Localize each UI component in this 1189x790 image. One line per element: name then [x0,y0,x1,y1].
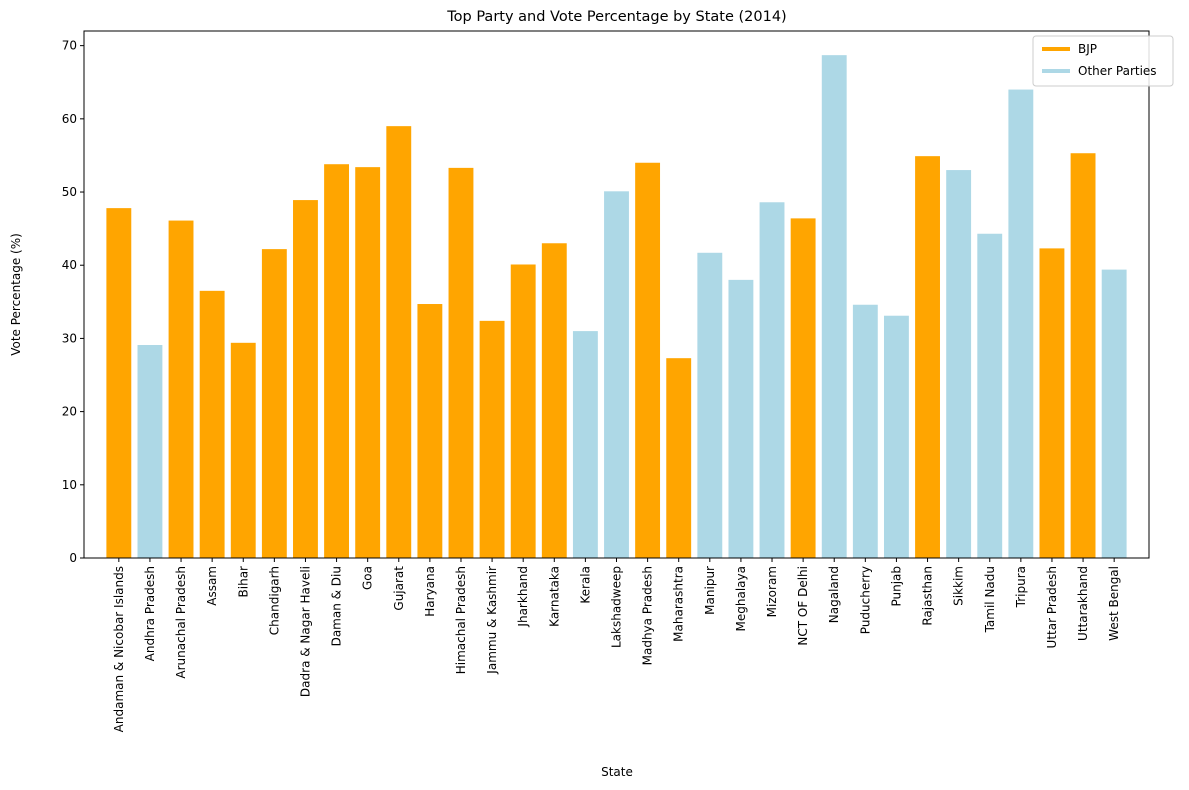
x-tick-label-dadra-and-nagar-haveli: Dadra & Nagar Haveli [298,566,312,697]
x-tick-label-madhya-pradesh: Madhya Pradesh [641,566,655,665]
bar-bihar [230,342,256,558]
bar-nagaland [821,55,847,559]
y-tick-label: 30 [62,331,77,345]
x-tick-label-puducherry: Puducherry [858,566,872,634]
legend-label-bjp: BJP [1078,42,1097,56]
bar-tamil-nadu [977,233,1003,558]
bar-meghalaya [728,279,754,558]
x-tick-label-tamil-nadu: Tamil Nadu [983,566,997,633]
bar-puducherry [852,304,878,558]
legend-label-other-parties: Other Parties [1078,64,1157,78]
y-tick-label: 0 [69,551,77,565]
bar-jharkhand [510,264,536,558]
x-tick-label-arunachal-pradesh: Arunachal Pradesh [174,566,188,679]
bar-assam [199,290,225,558]
y-tick-label: 40 [62,258,77,272]
bar-manipur [697,252,723,558]
chart-title: Top Party and Vote Percentage by State (… [446,9,786,25]
bar-maharashtra [666,358,692,558]
x-tick-label-sikkim: Sikkim [952,566,966,606]
x-tick-label-andhra-pradesh: Andhra Pradesh [143,566,157,661]
y-axis: 0 10 20 30 40 50 60 70 [62,39,84,565]
x-tick-label-andaman-and-nicobar-islands: Andaman & Nicobar Islands [112,566,126,732]
bar-lakshadweep [604,191,629,559]
y-tick-label: 10 [62,478,77,492]
x-tick-label-west-bengal: West Bengal [1107,566,1121,641]
x-tick-label-gujarat: Gujarat [392,566,406,611]
y-tick-label: 60 [62,112,77,126]
bar-jammu-and-kashmir [479,320,505,558]
x-tick-label-uttarakhand: Uttarakhand [1076,566,1090,641]
bar-nct-of-delhi [790,218,816,558]
bar-arunachal-pradesh [168,220,194,558]
x-tick-label-manipur: Manipur [703,566,717,615]
bars-group [106,55,1127,559]
x-tick-label-jammu-and-kashmir: Jammu & Kashmir [485,566,499,675]
y-tick-label: 50 [62,185,77,199]
bar-daman-and-diu [324,164,349,558]
y-tick-label: 70 [62,39,77,53]
x-tick-label-jharkhand: Jharkhand [516,566,530,628]
x-tick-label-kerala: Kerala [578,566,592,604]
bar-mizoram [759,202,785,558]
x-tick-label-himachal-pradesh: Himachal Pradesh [454,566,468,674]
x-axis-label: State [601,765,633,779]
bar-haryana [417,304,443,558]
x-tick-label-uttar-pradesh: Uttar Pradesh [1045,566,1059,648]
bar-gujarat [386,126,412,559]
legend: BJP Other Parties [1032,35,1174,87]
x-tick-label-assam: Assam [205,566,219,606]
bar-west-bengal [1101,269,1127,558]
x-tick-label-mizoram: Mizoram [765,566,779,617]
bar-uttar-pradesh [1039,248,1065,558]
y-axis-label: Vote Percentage (%) [9,233,23,356]
x-tick-label-maharashtra: Maharashtra [672,566,686,642]
x-tick-label-chandigarh: Chandigarh [267,566,281,635]
bar-madhya-pradesh [635,162,661,558]
bar-kerala [572,331,598,558]
x-tick-label-nagaland: Nagaland [827,566,841,623]
bar-himachal-pradesh [448,167,474,558]
bar-chandigarh [261,249,287,558]
x-tick-label-meghalaya: Meghalaya [734,566,748,631]
x-tick-label-daman-and-diu: Daman & Diu [330,566,344,646]
x-tick-label-karnataka: Karnataka [547,566,561,627]
x-axis: Andaman & Nicobar Islands Andhra Pradesh A… [112,558,1121,732]
bar-uttarakhand [1070,153,1096,559]
x-tick-label-lakshadweep: Lakshadweep [610,566,624,648]
x-tick-label-goa: Goa [361,566,375,590]
x-tick-label-bihar: Bihar [236,566,250,598]
bar-dadra-and-nagar-haveli [293,200,318,558]
bar-karnataka [541,243,567,558]
bar-andaman-and-nicobar-islands [106,208,132,558]
bar-tripura [1008,89,1034,558]
x-tick-label-haryana: Haryana [423,566,437,617]
legend-frame [1032,35,1174,87]
bar-rajasthan [915,156,940,558]
x-tick-label-nct-of-delhi: NCT OF Delhi [796,566,810,646]
x-tick-label-punjab: Punjab [889,566,903,607]
bar-punjab [883,315,909,558]
x-tick-label-rajasthan: Rajasthan [921,566,935,626]
x-tick-label-tripura: Tripura [1014,566,1028,608]
bar-goa [355,167,381,558]
y-tick-label: 20 [62,405,77,419]
bar-sikkim [946,170,972,558]
bar-andhra-pradesh [137,345,163,558]
